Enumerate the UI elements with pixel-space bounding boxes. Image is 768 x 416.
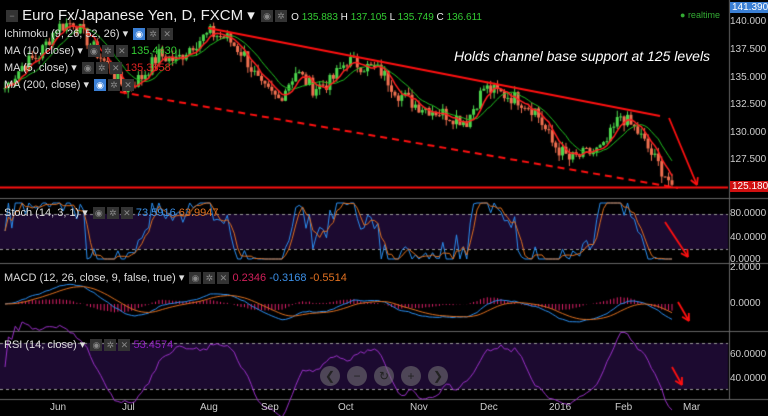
legend-ma5[interactable]: MA (5, close) ▾ ◉ ✲ ✕ 135.3858 <box>4 62 171 75</box>
zoom-out-button[interactable]: − <box>347 366 367 386</box>
eye-icon[interactable]: ◉ <box>90 339 103 352</box>
realtime-label: realtime <box>687 10 720 20</box>
eye-icon[interactable]: ◉ <box>261 10 273 23</box>
legend-ichimoku[interactable]: Ichimoku (9, 26, 52, 26) ▾ ◉ ✲ ✕ <box>4 27 174 41</box>
macd-tick: 2.0000 <box>730 262 761 273</box>
x-tick: Feb <box>615 402 633 413</box>
scroll-right-button[interactable]: ❯ <box>428 366 448 386</box>
legend-ma10[interactable]: MA (10, close) ▾ ◉ ✲ ✕ 135.4430 <box>4 45 177 58</box>
close-icon[interactable]: ✕ <box>122 79 135 92</box>
stoch-label: Stoch (14, 3, 1) <box>4 207 80 219</box>
x-tick: Jul <box>122 402 135 413</box>
stoch-tick: 40.0000 <box>730 232 767 243</box>
stoch-tick: 80.0000 <box>730 208 767 219</box>
current-price-tag: 125.180 <box>730 181 768 192</box>
close-value: 136.611 <box>446 12 482 23</box>
high-label: H <box>340 12 348 23</box>
x-tick: Jun <box>50 402 67 413</box>
stoch-d-value: 63.9947 <box>178 207 219 219</box>
x-tick: Mar <box>683 402 701 413</box>
low-label: L <box>389 12 395 23</box>
eye-icon[interactable]: ◉ <box>94 79 107 92</box>
high-value: 137.105 <box>350 12 387 23</box>
open-label: O <box>291 12 299 23</box>
price-tick: 132.500 <box>730 99 767 110</box>
gear-icon[interactable]: ✲ <box>203 272 216 285</box>
close-icon[interactable]: ✕ <box>161 28 174 41</box>
scroll-left-button[interactable]: ❮ <box>320 366 340 386</box>
low-value: 135.749 <box>397 12 434 23</box>
price-tick: 127.500 <box>730 154 767 165</box>
gear-icon[interactable]: ✲ <box>147 28 160 41</box>
chart-header: − Euro Fx/Japanese Yen, D, FXCM ▾ ◉ ✲ O 1… <box>4 6 482 24</box>
eye-icon[interactable]: ◉ <box>87 45 100 58</box>
ma5-value: 135.3858 <box>124 62 171 74</box>
price-high-tag: 141.390 <box>730 2 768 13</box>
reset-button[interactable]: ↻ <box>374 366 394 386</box>
rsi-tick: 40.0000 <box>730 373 767 384</box>
ma10-value: 135.4430 <box>131 45 177 57</box>
ma5-label: MA (5, close) <box>4 62 69 74</box>
eye-icon[interactable]: ◉ <box>189 272 202 285</box>
macd-line-value: -0.3168 <box>269 272 307 284</box>
legend-stoch[interactable]: Stoch (14, 3, 1) ▾ ◉ ✲ ✕ 73.5916 63.9947 <box>4 207 219 220</box>
macd-signal-value: -0.5514 <box>309 272 347 284</box>
x-tick: Dec <box>480 402 498 413</box>
ma200-label: MA (200, close) <box>4 79 81 91</box>
macd-hist-value: 0.2346 <box>232 272 267 284</box>
zoom-in-button[interactable]: + <box>401 366 421 386</box>
annotation-text: Holds channel base support at 125 levels <box>454 48 711 64</box>
price-tick: 140.000 <box>730 16 767 27</box>
close-icon[interactable]: ✕ <box>115 45 128 58</box>
ichimoku-label: Ichimoku (9, 26, 52, 26) <box>4 28 120 40</box>
eye-icon[interactable]: ◉ <box>92 207 105 220</box>
eye-icon[interactable]: ◉ <box>133 28 146 41</box>
gear-icon[interactable]: ✲ <box>108 79 121 92</box>
legend-macd[interactable]: MACD (12, 26, close, 9, false, true) ▾ ◉… <box>4 272 347 285</box>
x-tick: Sep <box>261 402 279 413</box>
eye-icon[interactable]: ◉ <box>81 62 94 75</box>
close-icon[interactable]: ✕ <box>118 339 131 352</box>
ma10-label: MA (10, close) <box>4 45 75 57</box>
x-tick: Nov <box>410 402 428 413</box>
rsi-value: 53.4574 <box>133 339 174 351</box>
x-tick: Oct <box>338 402 354 413</box>
realtime-status: ● realtime <box>680 10 720 20</box>
gear-icon[interactable]: ✲ <box>95 62 108 75</box>
macd-label: MACD (12, 26, close, 9, false, true) <box>4 272 176 284</box>
gear-icon[interactable]: ✲ <box>104 339 117 352</box>
stoch-tick: 0.0000 <box>730 254 761 265</box>
macd-tick: 0.0000 <box>730 298 761 309</box>
close-icon[interactable]: ✕ <box>217 272 230 285</box>
price-tick: 135.000 <box>730 72 767 83</box>
rsi-tick: 60.0000 <box>730 349 767 360</box>
legend-ma200[interactable]: MA (200, close) ▾ ◉ ✲ ✕ <box>4 78 135 92</box>
price-tick: 130.000 <box>730 127 767 138</box>
gear-icon[interactable]: ✲ <box>101 45 114 58</box>
gear-icon[interactable]: ✲ <box>275 10 287 23</box>
x-tick: Aug <box>200 402 218 413</box>
gear-icon[interactable]: ✲ <box>106 207 119 220</box>
symbol-title[interactable]: Euro Fx/Japanese Yen, D, FXCM <box>22 7 244 24</box>
rsi-label: RSI (14, close) <box>4 339 77 351</box>
collapse-icon[interactable]: − <box>6 10 18 23</box>
x-tick: 2016 <box>549 402 572 413</box>
close-icon[interactable]: ✕ <box>120 207 133 220</box>
close-label: C <box>436 12 444 23</box>
close-icon[interactable]: ✕ <box>109 62 122 75</box>
legend-rsi[interactable]: RSI (14, close) ▾ ◉ ✲ ✕ 53.4574 <box>4 339 174 352</box>
open-value: 135.883 <box>301 12 338 23</box>
stoch-k-value: 73.5916 <box>135 207 176 219</box>
price-tick: 137.500 <box>730 44 767 55</box>
